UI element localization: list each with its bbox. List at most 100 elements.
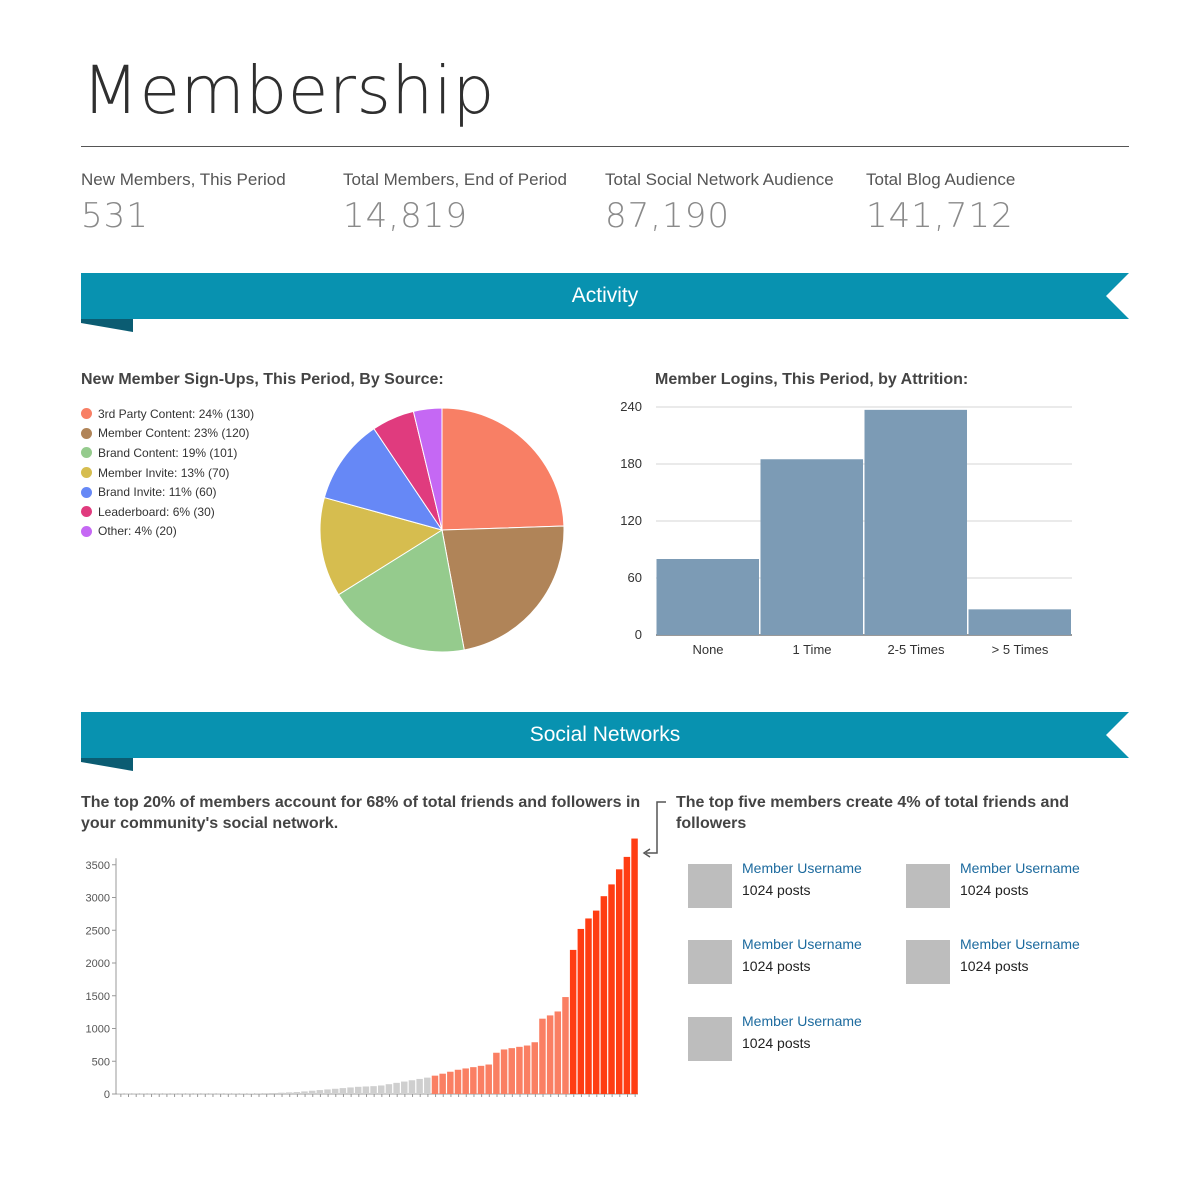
pie-slice <box>441 525 565 651</box>
stat-blog-audience: Total Blog Audience 141,712 <box>866 170 1015 236</box>
y-tick-label: 2000 <box>86 958 110 970</box>
legend-swatch <box>81 427 92 439</box>
member-post-count: 1024 posts <box>960 958 1029 974</box>
title-divider <box>81 146 1129 147</box>
follower-bar <box>224 1093 231 1095</box>
stat-total-members: Total Members, End of Period 14,819 <box>343 170 567 236</box>
y-tick-label: 1000 <box>86 1024 110 1036</box>
legend-item: Other: 4% (20) <box>81 522 254 542</box>
member-card[interactable]: Member Username 1024 posts <box>688 1011 862 1061</box>
legend-item: Member Invite: 13% (70) <box>81 463 254 483</box>
stat-label: New Members, This Period <box>81 170 286 189</box>
follower-bar <box>600 896 608 1094</box>
bar <box>760 459 863 635</box>
follower-bar <box>416 1078 423 1094</box>
follower-bar <box>132 1093 139 1095</box>
follower-bar <box>485 1064 492 1094</box>
member-username-link[interactable]: Member Username <box>742 1013 862 1029</box>
follower-bar <box>585 918 592 1094</box>
bar <box>656 559 759 635</box>
follower-bar <box>592 910 600 1094</box>
legend-item: Leaderboard: 6% (30) <box>81 502 254 522</box>
follower-bar <box>462 1068 469 1094</box>
legend-swatch <box>81 408 92 420</box>
follower-bar <box>378 1085 385 1094</box>
ribbon-shape <box>81 712 1129 771</box>
follower-bar <box>301 1091 308 1094</box>
follower-bar <box>347 1087 354 1094</box>
pie-slice <box>441 407 565 531</box>
pie-slice <box>412 407 443 531</box>
member-username-link[interactable]: Member Username <box>960 936 1080 952</box>
stat-new-members: New Members, This Period 531 <box>81 170 286 236</box>
follower-bar <box>239 1093 247 1095</box>
legend-swatch <box>81 467 92 479</box>
follower-bar <box>401 1081 408 1094</box>
follower-bar <box>516 1046 523 1094</box>
y-tick-label: 120 <box>620 513 642 528</box>
follower-bar <box>117 1093 124 1095</box>
legend-label: Leaderboard: 6% (30) <box>98 504 215 519</box>
follower-bar <box>546 1015 554 1094</box>
member-username-link[interactable]: Member Username <box>960 860 1080 876</box>
follower-bar <box>124 1093 132 1095</box>
bar <box>968 609 1071 635</box>
signups-pie-chart <box>319 407 565 653</box>
legend-label: Brand Content: 19% (101) <box>98 445 238 460</box>
member-card[interactable]: Member Username 1024 posts <box>688 858 862 908</box>
stat-value: 531 <box>81 196 149 236</box>
follower-bar <box>577 928 585 1094</box>
y-tick-label: 2500 <box>86 925 110 937</box>
stat-label: Total Members, End of Period <box>343 170 567 189</box>
y-tick-label: 60 <box>628 570 642 585</box>
follower-bar <box>155 1093 162 1095</box>
follower-bar <box>232 1093 239 1095</box>
follower-bar <box>331 1088 339 1094</box>
legend-item: Brand Invite: 11% (60) <box>81 482 254 502</box>
legend-item: Brand Content: 19% (101) <box>81 443 254 463</box>
member-card[interactable]: Member Username 1024 posts <box>688 934 862 984</box>
activity-title: Activity <box>571 284 639 307</box>
follower-bar <box>201 1093 208 1095</box>
ribbon-shape <box>81 273 1129 332</box>
legend-label: Other: 4% (20) <box>98 524 177 539</box>
follower-bar <box>531 1042 539 1094</box>
member-username-link[interactable]: Member Username <box>742 860 862 876</box>
follower-bar <box>477 1065 485 1094</box>
legend-label: Member Invite: 13% (70) <box>98 465 230 480</box>
legend-label: Brand Invite: 11% (60) <box>98 485 217 500</box>
follower-bar <box>278 1092 285 1094</box>
member-post-count: 1024 posts <box>742 958 811 974</box>
follower-bar <box>454 1069 462 1094</box>
page-title: Membership <box>82 52 495 129</box>
avatar <box>906 940 950 984</box>
legend-item: Member Content: 23% (120) <box>81 424 254 444</box>
member-username-link[interactable]: Member Username <box>742 936 862 952</box>
follower-bar <box>193 1093 201 1095</box>
follower-bar <box>385 1084 393 1094</box>
logins-bar-chart: 0 60 120 180 240 None 1 Time 2-5 Times > 5 Times <box>620 399 1072 657</box>
follower-bar <box>408 1080 416 1094</box>
follower-bar <box>163 1093 170 1095</box>
signups-heading: New Member Sign-Ups, This Period, By Sou… <box>81 371 444 388</box>
x-tick-label: 2-5 Times <box>887 642 945 657</box>
member-card[interactable]: Member Username 1024 posts <box>906 858 1080 908</box>
legend-swatch <box>81 506 92 518</box>
follower-bar <box>262 1093 270 1094</box>
logins-heading: Member Logins, This Period, by Attrition… <box>655 371 969 388</box>
follower-bar <box>285 1092 293 1094</box>
follower-bar <box>631 838 638 1094</box>
y-tick-label: 3000 <box>86 893 110 905</box>
avatar <box>688 1017 732 1061</box>
avatar <box>688 940 732 984</box>
follower-bar <box>562 997 569 1094</box>
legend-swatch <box>81 525 92 537</box>
pie-slice <box>337 529 465 653</box>
follower-bar <box>209 1093 216 1095</box>
social-title: Social Networks <box>529 723 681 746</box>
follower-bar <box>608 884 615 1094</box>
y-tick-label: 180 <box>620 456 642 471</box>
member-card[interactable]: Member Username 1024 posts <box>906 934 1080 984</box>
follower-bar <box>493 1052 500 1094</box>
follower-bar <box>569 949 577 1094</box>
